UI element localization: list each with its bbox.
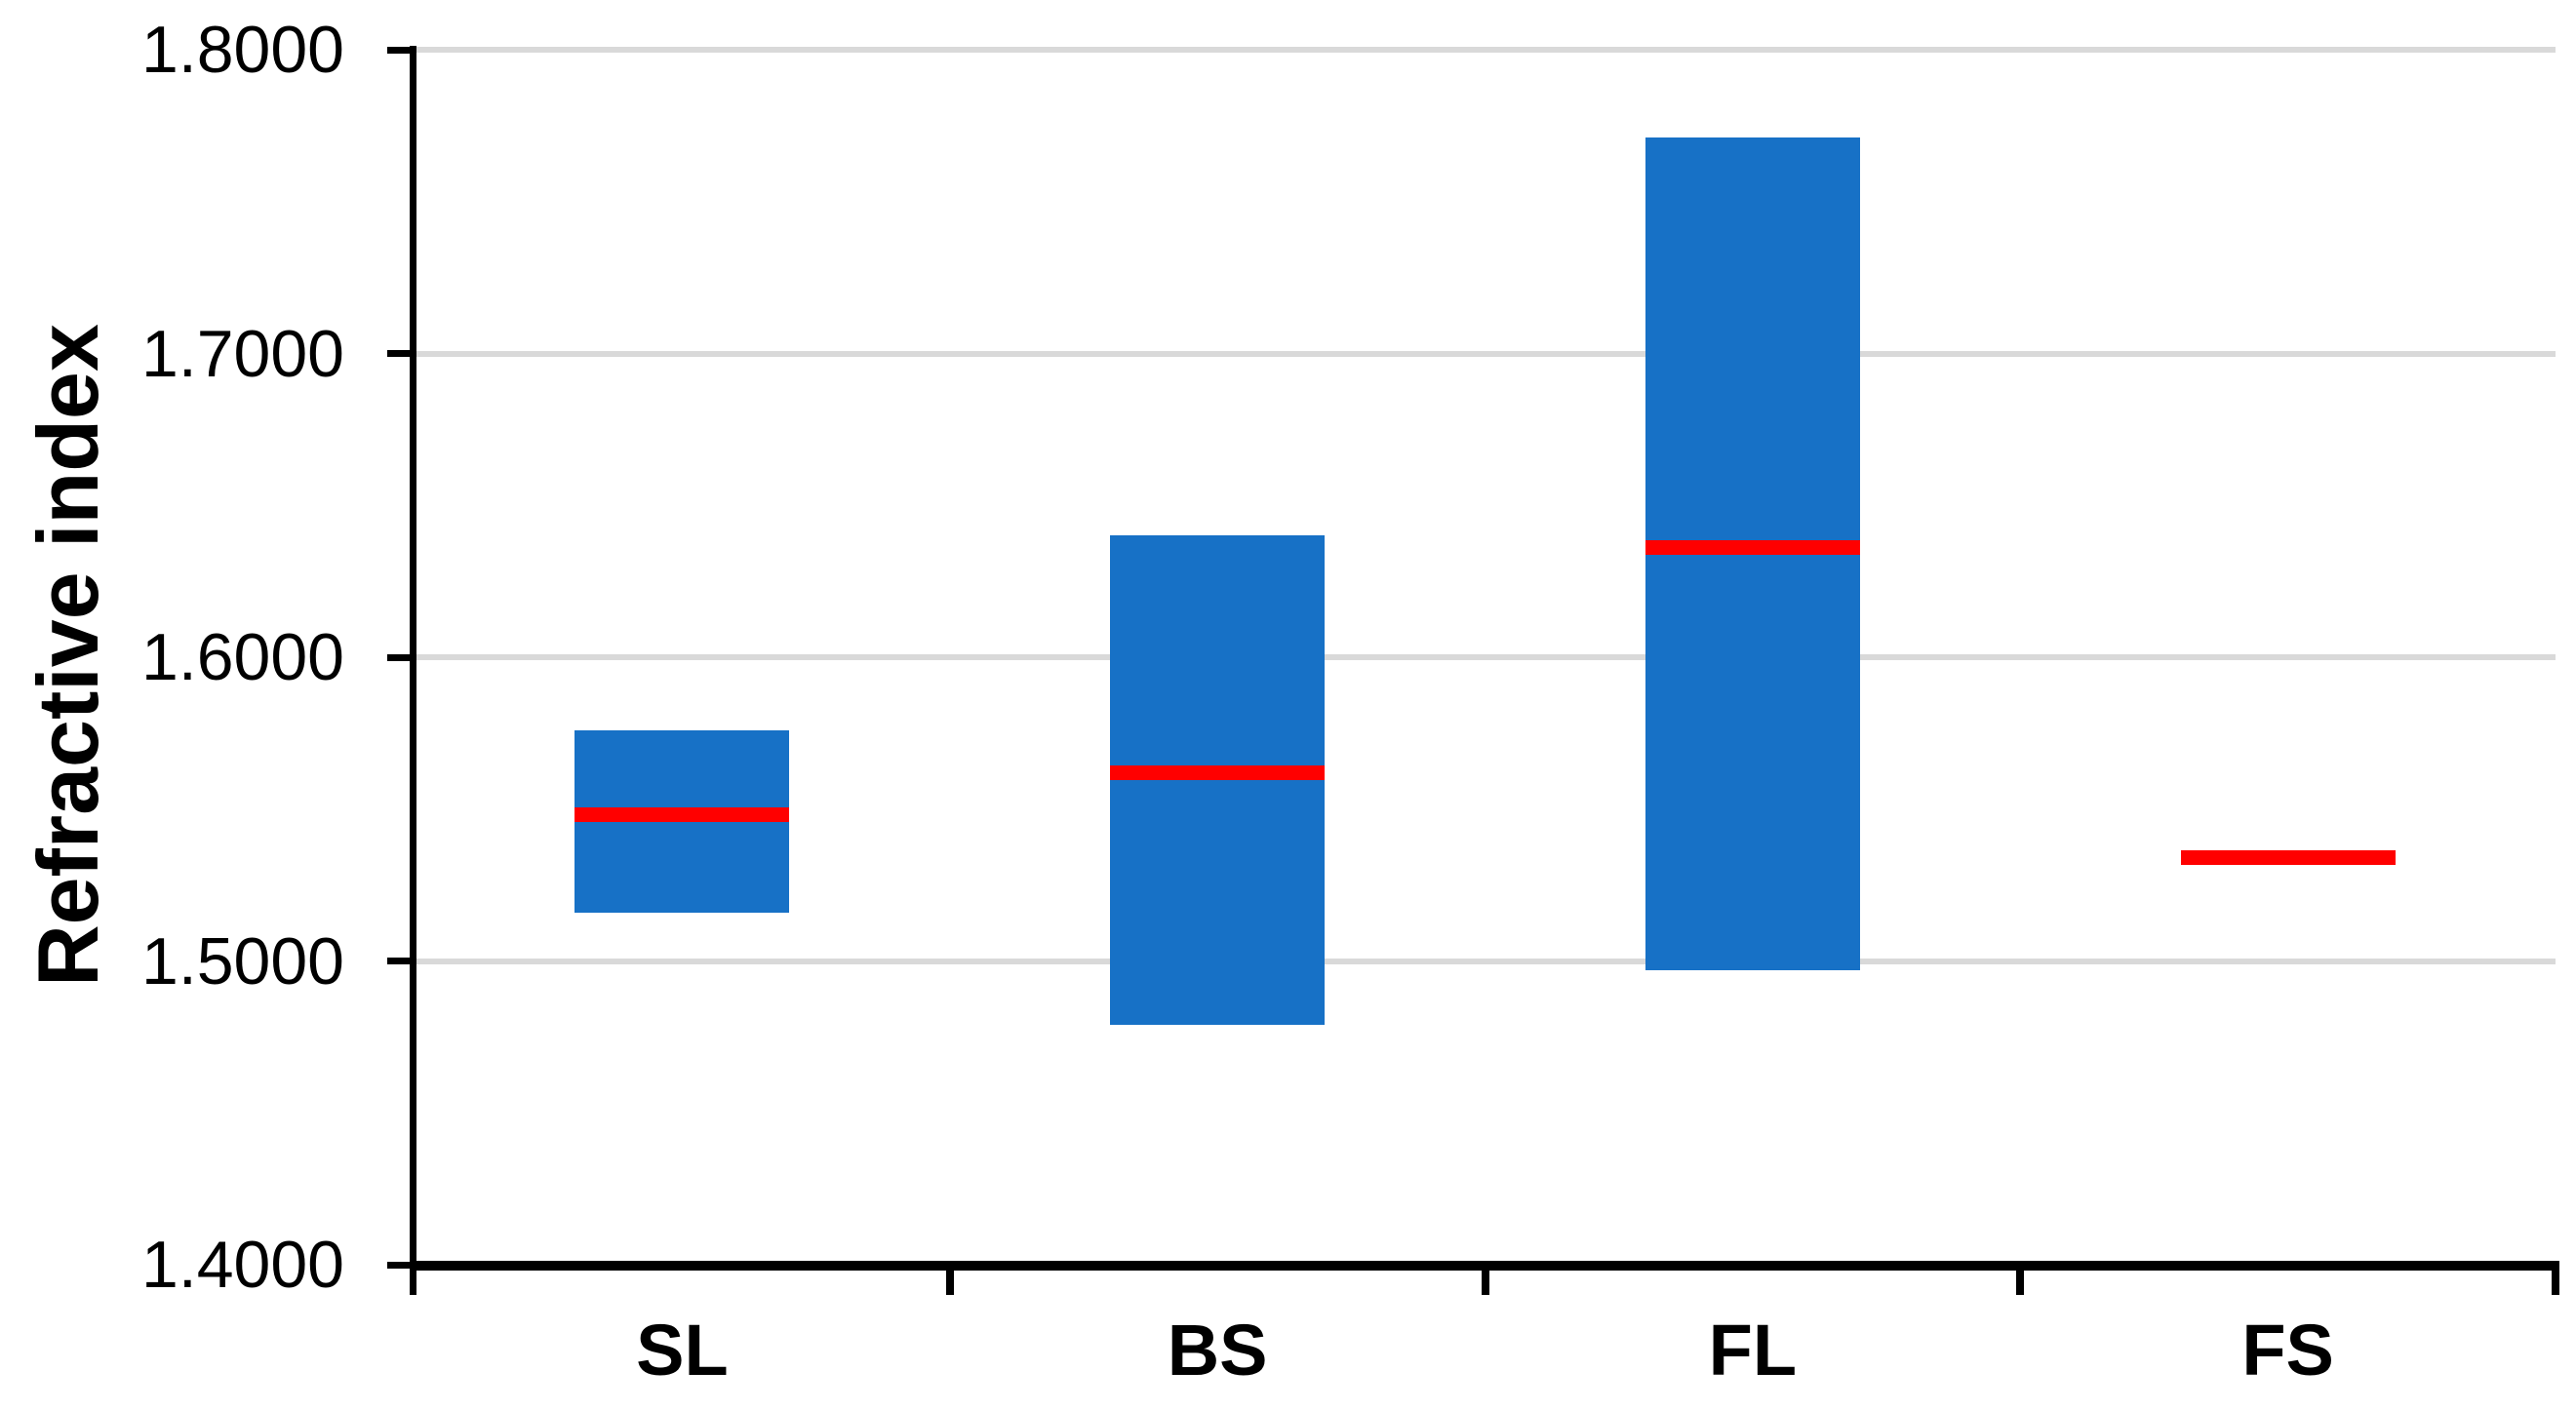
y-tick-label: 1.4000 [141,1228,344,1302]
gridline [416,654,2556,660]
category-label-FL: FL [1708,1310,1798,1390]
gridline [416,958,2556,964]
x-tick [1481,1265,1489,1295]
y-tick [387,1261,416,1269]
median-line-FS [2180,850,2396,866]
gridline [416,350,2556,357]
y-tick [387,653,416,661]
gridline [416,47,2556,53]
median-line-BS [1110,764,1326,780]
bar-BS [1110,535,1326,1025]
x-axis-line [410,1261,2559,1271]
x-tick [2552,1265,2559,1295]
y-axis-line [410,46,416,1295]
x-tick [945,1265,954,1295]
y-tick-label: 1.8000 [141,13,344,87]
median-line-SL [575,807,790,823]
y-tick-label: 1.7000 [141,316,344,391]
median-line-FL [1645,540,1860,556]
y-tick [387,46,416,54]
y-tick [387,958,416,964]
y-tick-label: 1.6000 [141,620,344,694]
category-label-BS: BS [1167,1310,1268,1390]
y-tick-label: 1.5000 [141,923,344,999]
category-label-FS: FS [2241,1310,2334,1390]
category-label-SL: SL [636,1310,729,1390]
y-tick [387,350,416,357]
x-tick [2016,1265,2025,1295]
